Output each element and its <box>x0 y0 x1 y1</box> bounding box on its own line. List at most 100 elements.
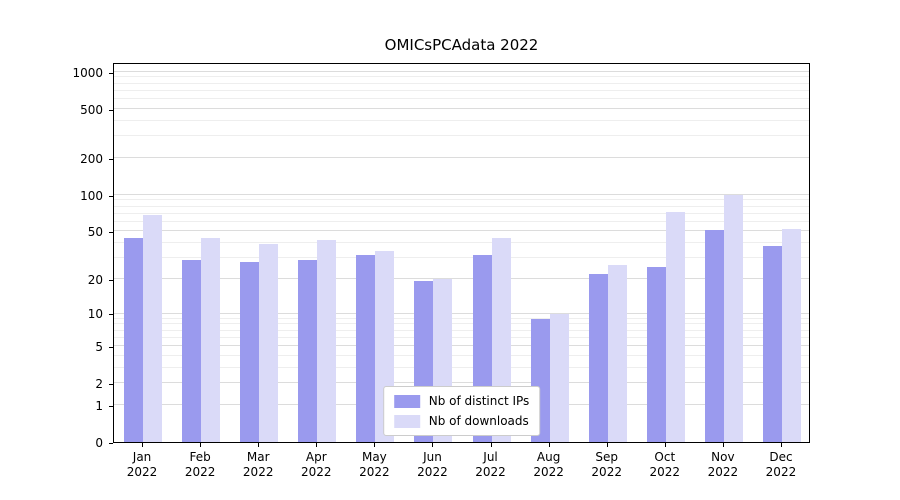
x-tick-mark <box>432 443 434 447</box>
x-tick-label: Oct 2022 <box>649 450 681 479</box>
legend-swatch-distinct-ips <box>393 394 420 408</box>
gridline-minor <box>114 366 809 368</box>
x-tick-mark <box>142 443 144 447</box>
y-tick-label: 1 <box>95 398 103 413</box>
legend-label-downloads: Nb of downloads <box>428 414 529 428</box>
gridline-minor <box>114 82 809 84</box>
bar-downloads-dec <box>781 229 801 442</box>
x-tick-mark <box>780 443 782 447</box>
x-tick-mark <box>606 443 608 447</box>
bar-downloads-sep <box>607 265 627 442</box>
gridline-major <box>114 312 809 314</box>
y-tick-label: 2 <box>95 377 103 392</box>
x-tick-label: Jun 2022 <box>417 450 448 479</box>
y-tick-mark <box>109 195 113 197</box>
gridline-minor <box>114 317 809 319</box>
y-tick-mark <box>109 158 113 160</box>
y-tick-mark <box>109 384 113 386</box>
x-tick-mark <box>258 443 260 447</box>
y-tick-mark <box>109 232 113 234</box>
y-tick-label: 500 <box>80 102 103 117</box>
x-tick-mark <box>200 443 202 447</box>
x-tick-mark <box>548 443 550 447</box>
x-tick-label: Nov 2022 <box>707 450 739 479</box>
x-tick-mark <box>722 443 724 447</box>
x-tick-label: Jul 2022 <box>475 450 506 479</box>
x-tick-label: Sep 2022 <box>591 450 622 479</box>
y-tick-mark <box>109 109 113 111</box>
gridline-minor <box>114 199 809 201</box>
plot-area: Nb of distinct IPs Nb of downloads <box>113 63 810 443</box>
gridline-major <box>114 193 809 195</box>
bar-downloads-feb <box>201 238 221 442</box>
y-tick-label: 50 <box>87 225 103 240</box>
gridline-minor <box>114 98 809 100</box>
gridline-major <box>114 156 809 158</box>
gridline-minor <box>114 135 809 137</box>
y-tick-mark <box>109 72 113 74</box>
bar-downloads-mar <box>259 244 279 442</box>
bar-distinct-ips-dec <box>762 245 782 442</box>
gridline-major <box>114 344 809 346</box>
gridline-major <box>114 230 809 232</box>
legend-item-downloads: Nb of downloads <box>393 414 530 428</box>
chart-title: OMICsPCAdata 2022 <box>384 36 539 54</box>
x-tick-label: Aug 2022 <box>533 450 564 479</box>
bar-distinct-ips-mar <box>240 261 260 442</box>
gridline-minor <box>114 119 809 121</box>
bar-distinct-ips-feb <box>182 259 202 442</box>
y-tick-label: 200 <box>80 151 103 166</box>
legend-label-distinct-ips: Nb of distinct IPs <box>428 394 530 408</box>
bar-downloads-apr <box>317 240 337 442</box>
bar-downloads-nov <box>723 194 743 442</box>
bar-downloads-aug <box>549 313 569 442</box>
y-tick-mark <box>109 279 113 281</box>
gridline-minor <box>114 212 809 214</box>
y-tick-mark <box>109 443 113 444</box>
x-tick-mark <box>316 443 318 447</box>
bar-distinct-ips-nov <box>704 230 724 442</box>
bar-downloads-oct <box>665 212 685 442</box>
gridline-minor <box>114 323 809 325</box>
gridline-minor <box>114 220 809 222</box>
gridline-minor <box>114 336 809 338</box>
gridline-minor <box>114 354 809 356</box>
x-tick-label: Jan 2022 <box>126 450 158 479</box>
x-tick-mark <box>374 443 376 447</box>
bar-downloads-jan <box>143 215 163 442</box>
bar-distinct-ips-oct <box>646 267 666 442</box>
y-tick-mark <box>109 346 113 348</box>
bar-distinct-ips-jan <box>124 238 144 442</box>
y-tick-label: 0 <box>95 436 103 450</box>
x-tick-label: May 2022 <box>359 450 390 479</box>
y-tick-mark <box>109 405 113 407</box>
gridline-major <box>114 382 809 384</box>
gridline-minor <box>114 256 809 258</box>
gridline-minor <box>114 205 809 207</box>
x-tick-label: Dec 2022 <box>765 450 797 479</box>
x-tick-mark <box>664 443 666 447</box>
gridline-minor <box>114 242 809 243</box>
legend-swatch-downloads <box>393 414 420 428</box>
legend-item-distinct-ips: Nb of distinct IPs <box>393 394 530 408</box>
legend: Nb of distinct IPs Nb of downloads <box>382 386 541 436</box>
y-tick-label: 1000 <box>72 65 103 80</box>
bar-distinct-ips-may <box>356 254 376 442</box>
x-tick-label: Apr 2022 <box>301 450 332 479</box>
y-tick-mark <box>109 314 113 316</box>
bar-distinct-ips-apr <box>298 259 318 442</box>
gridline-minor <box>114 76 809 78</box>
x-tick-label: Mar 2022 <box>242 450 274 479</box>
gridline-major <box>114 107 809 109</box>
y-tick-label: 20 <box>87 272 103 287</box>
bar-distinct-ips-sep <box>588 273 608 442</box>
y-tick-label: 100 <box>80 188 103 203</box>
y-tick-label: 5 <box>95 339 103 354</box>
gridline-major <box>114 70 809 72</box>
gridline-minor <box>114 329 809 331</box>
gridline-minor <box>114 89 809 91</box>
gridline-major <box>114 277 809 279</box>
x-tick-label: Feb 2022 <box>184 450 216 479</box>
x-tick-mark <box>490 443 492 447</box>
